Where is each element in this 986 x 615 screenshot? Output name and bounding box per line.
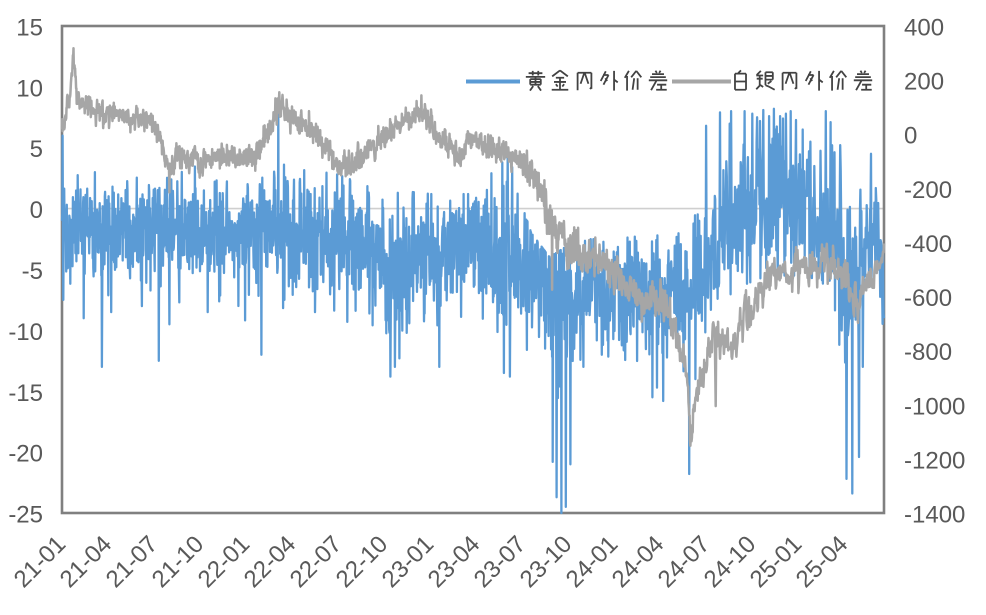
- svg-text:400: 400: [904, 15, 944, 42]
- svg-text:-10: -10: [8, 319, 43, 346]
- svg-text:-400: -400: [904, 231, 952, 258]
- svg-text:10: 10: [16, 75, 43, 102]
- svg-text:0: 0: [30, 197, 43, 224]
- svg-text:5: 5: [30, 136, 43, 163]
- svg-text:15: 15: [16, 15, 43, 42]
- svg-text:-5: -5: [22, 258, 43, 285]
- svg-text:-1000: -1000: [904, 393, 965, 420]
- svg-text:200: 200: [904, 69, 944, 96]
- svg-text:-600: -600: [904, 285, 952, 312]
- svg-text:0: 0: [904, 123, 917, 150]
- svg-text:-20: -20: [8, 441, 43, 468]
- svg-text:-200: -200: [904, 177, 952, 204]
- svg-text:-25: -25: [8, 502, 43, 529]
- svg-text:-1400: -1400: [904, 502, 965, 529]
- svg-text:-800: -800: [904, 339, 952, 366]
- svg-text:-1200: -1200: [904, 447, 965, 474]
- svg-text:-15: -15: [8, 380, 43, 407]
